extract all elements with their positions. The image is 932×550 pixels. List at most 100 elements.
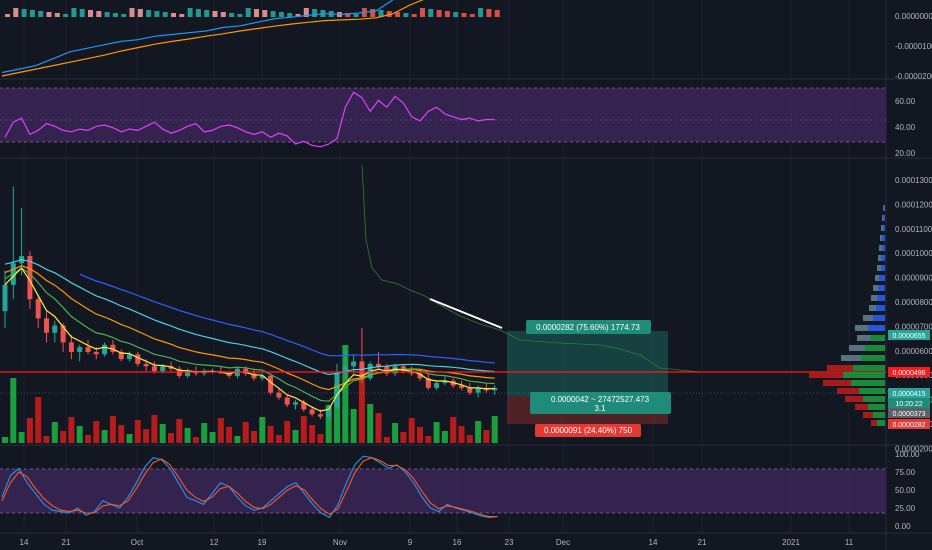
volume-bar bbox=[334, 384, 340, 443]
loss-box[interactable] bbox=[535, 424, 641, 437]
macd-hist-bar bbox=[146, 10, 152, 17]
stochastic-panel[interactable] bbox=[0, 455, 886, 519]
macd-hist-bar bbox=[179, 14, 185, 17]
profile-bar bbox=[843, 372, 885, 378]
candle-body bbox=[459, 385, 464, 388]
volume-bar bbox=[292, 430, 299, 443]
tag-green-mid-label: 0.0000415 bbox=[892, 391, 925, 398]
macd-hist-bar bbox=[229, 13, 235, 17]
candle-body bbox=[151, 366, 157, 372]
price-axis-label: 0.0000700 bbox=[895, 322, 932, 331]
volume-bar bbox=[325, 405, 332, 443]
macd-hist-bar bbox=[395, 12, 401, 17]
time-axis-label: 21 bbox=[698, 538, 707, 547]
volume-bar bbox=[242, 422, 249, 443]
profile-bar bbox=[883, 225, 885, 231]
macd-hist-bar bbox=[469, 14, 475, 17]
profile-bar bbox=[827, 365, 853, 371]
time-axis-label: 16 bbox=[453, 538, 462, 547]
mid-box[interactable] bbox=[530, 392, 671, 414]
tag-green-top bbox=[888, 330, 930, 340]
candle-body bbox=[35, 299, 41, 319]
stoch-axis-label: 50.00 bbox=[895, 486, 916, 495]
profile-bar bbox=[857, 335, 870, 341]
volume-bar bbox=[226, 427, 233, 443]
profit-box[interactable] bbox=[526, 320, 651, 334]
macd-hist-bar bbox=[137, 9, 143, 17]
macd-hist-bar bbox=[171, 13, 176, 17]
volume-bar bbox=[159, 424, 166, 443]
macd-hist-bar bbox=[245, 8, 251, 17]
macd-hist-bar bbox=[345, 13, 351, 17]
volume-bar bbox=[251, 431, 257, 443]
tag-red-label: 0.0000282 bbox=[892, 422, 925, 429]
volume-bar bbox=[309, 425, 316, 443]
candle-body bbox=[44, 318, 49, 333]
profile-bar bbox=[849, 345, 865, 351]
macd-hist-bar bbox=[54, 13, 60, 17]
stoch-axis-label: 75.00 bbox=[895, 468, 916, 477]
profile-bar bbox=[878, 285, 885, 291]
macd-hist-bar bbox=[428, 9, 434, 17]
candle-body bbox=[185, 371, 191, 376]
candle-body bbox=[135, 354, 141, 364]
stoch-band bbox=[0, 469, 886, 513]
volume-bar bbox=[143, 429, 150, 443]
volume-bar bbox=[284, 421, 291, 443]
time-axis-label: 14 bbox=[649, 538, 658, 547]
macd-hist-bar bbox=[212, 11, 218, 17]
volume-bar bbox=[60, 431, 67, 443]
candle-body bbox=[168, 366, 174, 369]
macd-panel[interactable] bbox=[1, 0, 500, 77]
time-axis-label: Dec bbox=[556, 538, 570, 547]
mid-box-line2: 3.1 bbox=[594, 404, 606, 413]
candle-body bbox=[384, 366, 390, 374]
rsi-panel[interactable] bbox=[0, 87, 886, 148]
macd-axis-label: -0.0000100 bbox=[895, 42, 932, 51]
profile-bar bbox=[851, 380, 885, 386]
macd-hist-bar bbox=[303, 8, 309, 17]
macd-hist-bar bbox=[112, 13, 118, 17]
candle-body bbox=[309, 409, 315, 415]
volume-bar bbox=[483, 430, 490, 443]
candle-body bbox=[251, 373, 257, 379]
profile-bar bbox=[879, 275, 885, 281]
candle-body bbox=[284, 397, 290, 405]
candle-body bbox=[342, 366, 348, 374]
profile-bar bbox=[881, 255, 885, 261]
time-axis-label: 14 bbox=[20, 538, 29, 547]
profile-bar bbox=[882, 245, 885, 251]
time-axis-label: 21 bbox=[62, 538, 71, 547]
time-axis[interactable]: 14 21 Oct 12 19 Nov 9 16 23 Dec 14 21 2021 11 bbox=[20, 538, 854, 547]
volume-bar bbox=[151, 415, 158, 443]
stoch-axis-label: 0.00 bbox=[895, 522, 911, 531]
ema-green-line bbox=[4, 267, 495, 402]
volume-bar bbox=[358, 378, 365, 443]
trend-line[interactable] bbox=[429, 298, 503, 329]
macd-hist-bar bbox=[96, 11, 102, 17]
macd-hist-bar bbox=[29, 10, 35, 17]
profile-bar bbox=[868, 325, 885, 331]
candle-body bbox=[276, 392, 282, 398]
price-axis-label: 0.0001200 bbox=[895, 200, 932, 209]
volume-bar bbox=[18, 432, 25, 443]
time-axis-label: 2021 bbox=[782, 538, 800, 547]
profile-bar bbox=[882, 235, 885, 241]
candle-body bbox=[93, 351, 99, 355]
volume-bar bbox=[458, 426, 465, 443]
candle-body bbox=[434, 383, 440, 388]
price-axis-label: 0.0000900 bbox=[895, 274, 932, 283]
time-axis-label: 12 bbox=[210, 538, 219, 547]
volume-bar bbox=[85, 435, 91, 443]
candle-body bbox=[268, 375, 274, 393]
price-panel[interactable]: 0.0000282 (75.60%) 1774.73 0.0000042 ~ 2… bbox=[0, 164, 886, 443]
candle-body bbox=[259, 375, 265, 379]
profile-bar bbox=[868, 404, 885, 410]
profile-bar bbox=[873, 412, 885, 418]
volume-bar bbox=[383, 437, 390, 443]
macd-hist-bar bbox=[278, 12, 284, 17]
mid-box-line1: 0.0000042 ~ 27472527.473 bbox=[551, 395, 650, 404]
macd-hist-bar bbox=[129, 8, 135, 17]
